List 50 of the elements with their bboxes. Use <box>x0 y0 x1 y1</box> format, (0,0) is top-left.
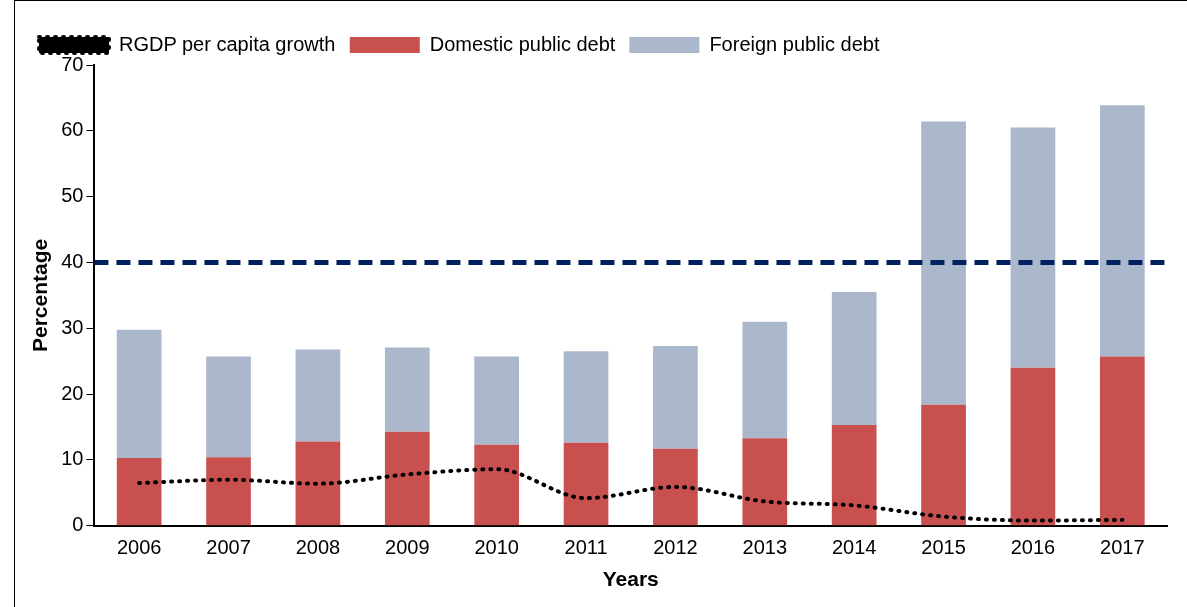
bar <box>1010 127 1056 368</box>
legend-label: RGDP per capita growth <box>119 32 336 55</box>
x-axis-title: Years <box>602 567 659 591</box>
x-tick-label: 2015 <box>921 536 966 559</box>
bar <box>1099 356 1145 526</box>
x-tick-label: 2006 <box>116 536 162 559</box>
y-tick-label: 0 <box>72 513 84 536</box>
legend-label: Domestic public debt <box>429 32 616 55</box>
x-tick-label: 2014 <box>831 536 877 559</box>
bar <box>921 404 966 526</box>
y-tick-label: 30 <box>61 315 84 338</box>
bar <box>116 329 162 458</box>
x-tick-label: 2009 <box>385 536 430 559</box>
bar <box>474 356 519 445</box>
bar <box>653 448 698 526</box>
bar <box>1099 105 1145 357</box>
bar <box>1010 367 1056 526</box>
y-tick-label: 40 <box>61 250 84 272</box>
bar <box>384 347 430 432</box>
bar <box>474 444 519 526</box>
y-tick-label: 10 <box>61 447 84 470</box>
bar <box>206 457 251 526</box>
x-tick-label: 2008 <box>295 536 341 559</box>
line-series <box>137 467 1125 523</box>
bar <box>831 425 877 526</box>
bar <box>295 349 341 442</box>
bar <box>742 438 788 526</box>
bar <box>116 458 162 526</box>
x-tick-label: 2012 <box>653 536 698 559</box>
bar <box>742 321 788 439</box>
y-tick-label: 70 <box>61 52 84 75</box>
x-tick-label: 2017 <box>1100 536 1145 559</box>
y-tick-label: 50 <box>61 184 84 207</box>
x-tick-label: 2010 <box>474 536 519 559</box>
bar <box>653 346 698 449</box>
x-tick-label: 2016 <box>1010 536 1056 559</box>
bar <box>563 442 609 526</box>
bar <box>295 441 341 526</box>
bar <box>831 292 877 426</box>
y-tick-label: 20 <box>61 381 84 404</box>
bar <box>921 121 966 405</box>
y-tick-label: 60 <box>61 118 84 141</box>
bar <box>563 351 609 443</box>
y-axis-title: Percentage <box>28 238 52 353</box>
bar <box>384 431 430 526</box>
x-tick-label: 2013 <box>742 536 788 559</box>
bar <box>206 356 251 458</box>
legend-label: Foreign public debt <box>709 32 880 55</box>
x-tick-label: 2011 <box>564 536 608 559</box>
x-tick-label: 2007 <box>206 536 251 559</box>
